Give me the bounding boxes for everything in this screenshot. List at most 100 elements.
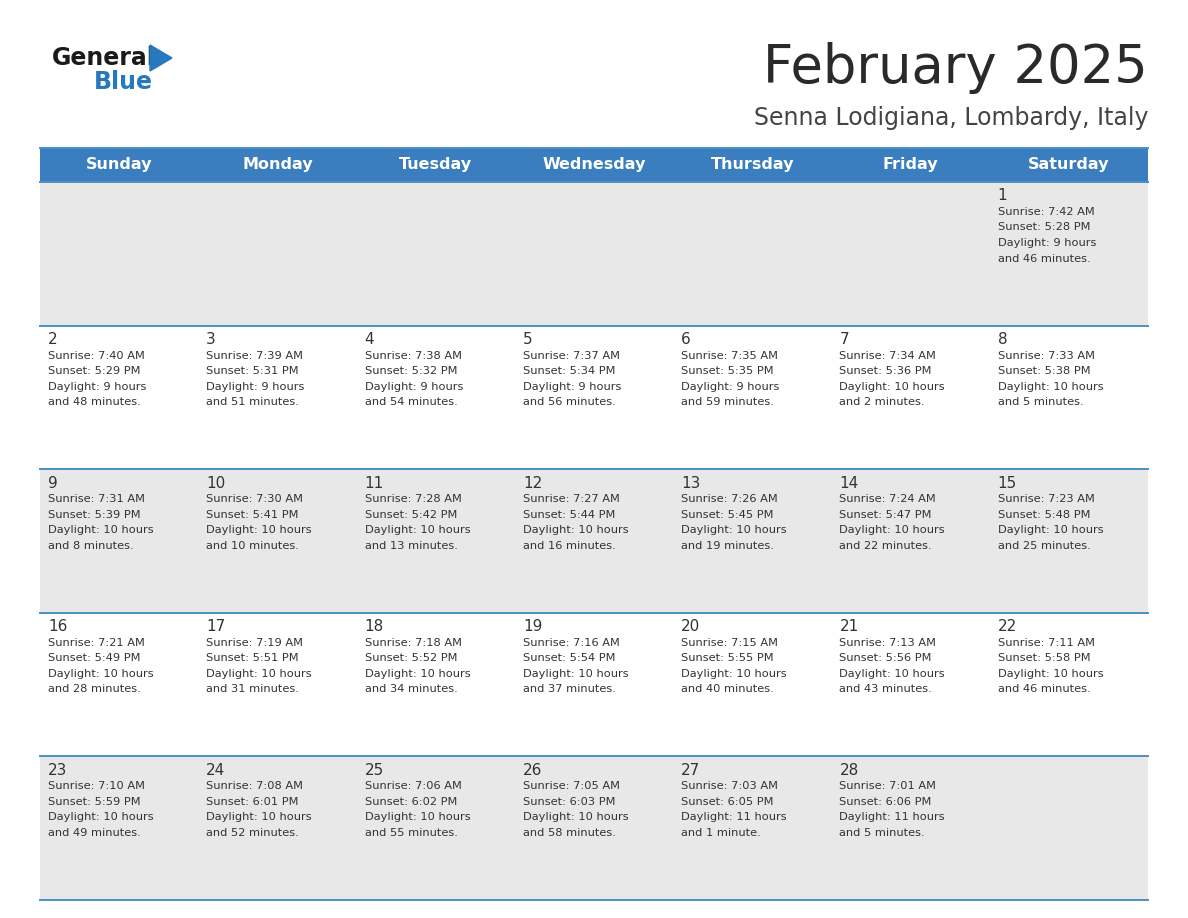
- Text: Sunset: 5:54 PM: Sunset: 5:54 PM: [523, 654, 615, 664]
- Text: Sunrise: 7:18 AM: Sunrise: 7:18 AM: [365, 638, 462, 648]
- Text: Sunset: 5:38 PM: Sunset: 5:38 PM: [998, 366, 1091, 376]
- Text: and 52 minutes.: and 52 minutes.: [207, 828, 299, 838]
- Text: Sunrise: 7:30 AM: Sunrise: 7:30 AM: [207, 494, 303, 504]
- Text: and 8 minutes.: and 8 minutes.: [48, 541, 133, 551]
- Text: Sunrise: 7:13 AM: Sunrise: 7:13 AM: [840, 638, 936, 648]
- Text: Sunday: Sunday: [86, 158, 152, 173]
- Text: Sunrise: 7:10 AM: Sunrise: 7:10 AM: [48, 781, 145, 791]
- Text: 9: 9: [48, 476, 58, 491]
- Text: Sunrise: 7:31 AM: Sunrise: 7:31 AM: [48, 494, 145, 504]
- Text: 24: 24: [207, 763, 226, 778]
- Text: and 51 minutes.: and 51 minutes.: [207, 397, 299, 407]
- Text: Sunrise: 7:35 AM: Sunrise: 7:35 AM: [681, 351, 778, 361]
- Text: Saturday: Saturday: [1028, 158, 1110, 173]
- Text: Daylight: 10 hours: Daylight: 10 hours: [523, 525, 628, 535]
- Text: Sunset: 5:42 PM: Sunset: 5:42 PM: [365, 509, 457, 520]
- Text: Daylight: 10 hours: Daylight: 10 hours: [48, 812, 153, 823]
- Text: 22: 22: [998, 620, 1017, 634]
- Text: Sunset: 6:05 PM: Sunset: 6:05 PM: [681, 797, 773, 807]
- Text: Monday: Monday: [242, 158, 312, 173]
- Text: Sunrise: 7:21 AM: Sunrise: 7:21 AM: [48, 638, 145, 648]
- Text: Sunset: 5:36 PM: Sunset: 5:36 PM: [840, 366, 931, 376]
- Text: Daylight: 9 hours: Daylight: 9 hours: [48, 382, 146, 392]
- Text: Daylight: 10 hours: Daylight: 10 hours: [207, 812, 312, 823]
- Text: Sunrise: 7:33 AM: Sunrise: 7:33 AM: [998, 351, 1094, 361]
- Text: Daylight: 10 hours: Daylight: 10 hours: [523, 669, 628, 678]
- Text: Sunset: 5:44 PM: Sunset: 5:44 PM: [523, 509, 615, 520]
- Text: 3: 3: [207, 332, 216, 347]
- Text: Daylight: 10 hours: Daylight: 10 hours: [523, 812, 628, 823]
- Text: General: General: [52, 46, 156, 70]
- Text: Daylight: 10 hours: Daylight: 10 hours: [365, 525, 470, 535]
- Text: Sunrise: 7:28 AM: Sunrise: 7:28 AM: [365, 494, 461, 504]
- Text: Sunset: 5:56 PM: Sunset: 5:56 PM: [840, 654, 931, 664]
- Text: Daylight: 10 hours: Daylight: 10 hours: [681, 525, 786, 535]
- Text: Sunrise: 7:27 AM: Sunrise: 7:27 AM: [523, 494, 620, 504]
- Text: Sunset: 6:02 PM: Sunset: 6:02 PM: [365, 797, 457, 807]
- Text: Friday: Friday: [883, 158, 939, 173]
- Text: 4: 4: [365, 332, 374, 347]
- Text: 20: 20: [681, 620, 701, 634]
- Text: 10: 10: [207, 476, 226, 491]
- Text: Sunset: 5:49 PM: Sunset: 5:49 PM: [48, 654, 140, 664]
- Text: February 2025: February 2025: [763, 42, 1148, 94]
- Text: and 49 minutes.: and 49 minutes.: [48, 828, 140, 838]
- Text: Sunrise: 7:39 AM: Sunrise: 7:39 AM: [207, 351, 303, 361]
- Text: Sunrise: 7:23 AM: Sunrise: 7:23 AM: [998, 494, 1094, 504]
- Text: and 55 minutes.: and 55 minutes.: [365, 828, 457, 838]
- Text: and 46 minutes.: and 46 minutes.: [998, 684, 1091, 694]
- Text: Daylight: 9 hours: Daylight: 9 hours: [365, 382, 463, 392]
- Text: and 1 minute.: and 1 minute.: [681, 828, 760, 838]
- Text: and 2 minutes.: and 2 minutes.: [840, 397, 925, 407]
- Text: 19: 19: [523, 620, 542, 634]
- Text: Daylight: 10 hours: Daylight: 10 hours: [840, 382, 944, 392]
- Text: 23: 23: [48, 763, 68, 778]
- Text: and 25 minutes.: and 25 minutes.: [998, 541, 1091, 551]
- Text: Thursday: Thursday: [710, 158, 794, 173]
- Bar: [40, 182, 1148, 326]
- Text: Daylight: 11 hours: Daylight: 11 hours: [681, 812, 786, 823]
- Text: Sunset: 5:51 PM: Sunset: 5:51 PM: [207, 654, 299, 664]
- Text: Sunset: 5:29 PM: Sunset: 5:29 PM: [48, 366, 140, 376]
- Text: 11: 11: [365, 476, 384, 491]
- Text: Sunset: 5:47 PM: Sunset: 5:47 PM: [840, 509, 931, 520]
- Text: Daylight: 9 hours: Daylight: 9 hours: [207, 382, 304, 392]
- Text: 17: 17: [207, 620, 226, 634]
- Text: Sunset: 5:28 PM: Sunset: 5:28 PM: [998, 222, 1091, 232]
- Text: 8: 8: [998, 332, 1007, 347]
- Text: and 59 minutes.: and 59 minutes.: [681, 397, 775, 407]
- Text: 12: 12: [523, 476, 542, 491]
- Text: 1: 1: [998, 188, 1007, 204]
- Text: Sunset: 5:39 PM: Sunset: 5:39 PM: [48, 509, 140, 520]
- Text: Daylight: 10 hours: Daylight: 10 hours: [840, 669, 944, 678]
- Text: Sunrise: 7:03 AM: Sunrise: 7:03 AM: [681, 781, 778, 791]
- Text: Sunrise: 7:08 AM: Sunrise: 7:08 AM: [207, 781, 303, 791]
- Text: Sunset: 5:41 PM: Sunset: 5:41 PM: [207, 509, 299, 520]
- Text: Wednesday: Wednesday: [542, 158, 646, 173]
- Text: Sunrise: 7:38 AM: Sunrise: 7:38 AM: [365, 351, 462, 361]
- Text: 6: 6: [681, 332, 691, 347]
- Text: Daylight: 10 hours: Daylight: 10 hours: [998, 525, 1104, 535]
- Text: and 28 minutes.: and 28 minutes.: [48, 684, 140, 694]
- Text: Daylight: 9 hours: Daylight: 9 hours: [681, 382, 779, 392]
- Text: Daylight: 10 hours: Daylight: 10 hours: [48, 669, 153, 678]
- Text: Daylight: 10 hours: Daylight: 10 hours: [998, 382, 1104, 392]
- Text: Daylight: 10 hours: Daylight: 10 hours: [207, 525, 312, 535]
- Text: Sunrise: 7:40 AM: Sunrise: 7:40 AM: [48, 351, 145, 361]
- Text: 15: 15: [998, 476, 1017, 491]
- Text: Daylight: 10 hours: Daylight: 10 hours: [207, 669, 312, 678]
- Text: 18: 18: [365, 620, 384, 634]
- Text: Sunrise: 7:34 AM: Sunrise: 7:34 AM: [840, 351, 936, 361]
- Text: Sunset: 6:01 PM: Sunset: 6:01 PM: [207, 797, 299, 807]
- Bar: [514, 148, 674, 182]
- Text: 7: 7: [840, 332, 849, 347]
- Bar: [198, 148, 356, 182]
- Text: Sunrise: 7:01 AM: Sunrise: 7:01 AM: [840, 781, 936, 791]
- Text: and 43 minutes.: and 43 minutes.: [840, 684, 933, 694]
- Text: Daylight: 11 hours: Daylight: 11 hours: [840, 812, 944, 823]
- Text: Daylight: 9 hours: Daylight: 9 hours: [998, 238, 1097, 248]
- Text: and 31 minutes.: and 31 minutes.: [207, 684, 299, 694]
- Text: Daylight: 10 hours: Daylight: 10 hours: [365, 812, 470, 823]
- Text: 16: 16: [48, 620, 68, 634]
- Text: Sunrise: 7:24 AM: Sunrise: 7:24 AM: [840, 494, 936, 504]
